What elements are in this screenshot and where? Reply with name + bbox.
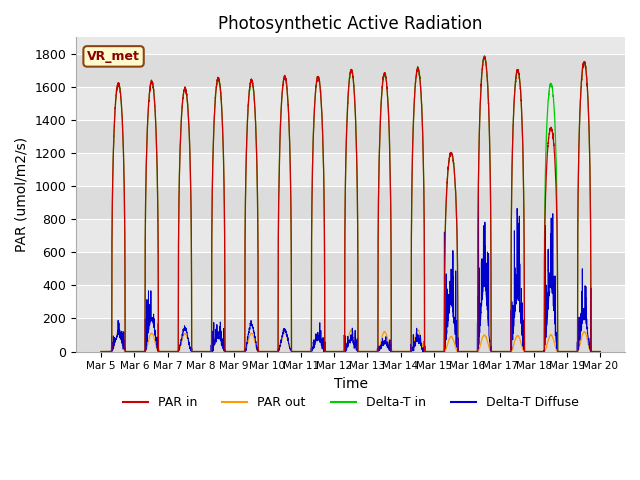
Bar — [76, 286, 625, 318]
Bar — [76, 318, 625, 351]
Bar — [76, 21, 625, 54]
Y-axis label: PAR (umol/m2/s): PAR (umol/m2/s) — [15, 137, 29, 252]
Bar — [76, 54, 625, 87]
Text: VR_met: VR_met — [87, 50, 140, 63]
Bar — [76, 219, 625, 252]
Bar — [76, 87, 625, 120]
Bar — [76, 252, 625, 286]
Title: Photosynthetic Active Radiation: Photosynthetic Active Radiation — [218, 15, 483, 33]
Bar — [76, 153, 625, 186]
X-axis label: Time: Time — [333, 377, 367, 391]
Legend: PAR in, PAR out, Delta-T in, Delta-T Diffuse: PAR in, PAR out, Delta-T in, Delta-T Dif… — [118, 391, 584, 414]
Bar — [76, 120, 625, 153]
Bar — [76, 186, 625, 219]
